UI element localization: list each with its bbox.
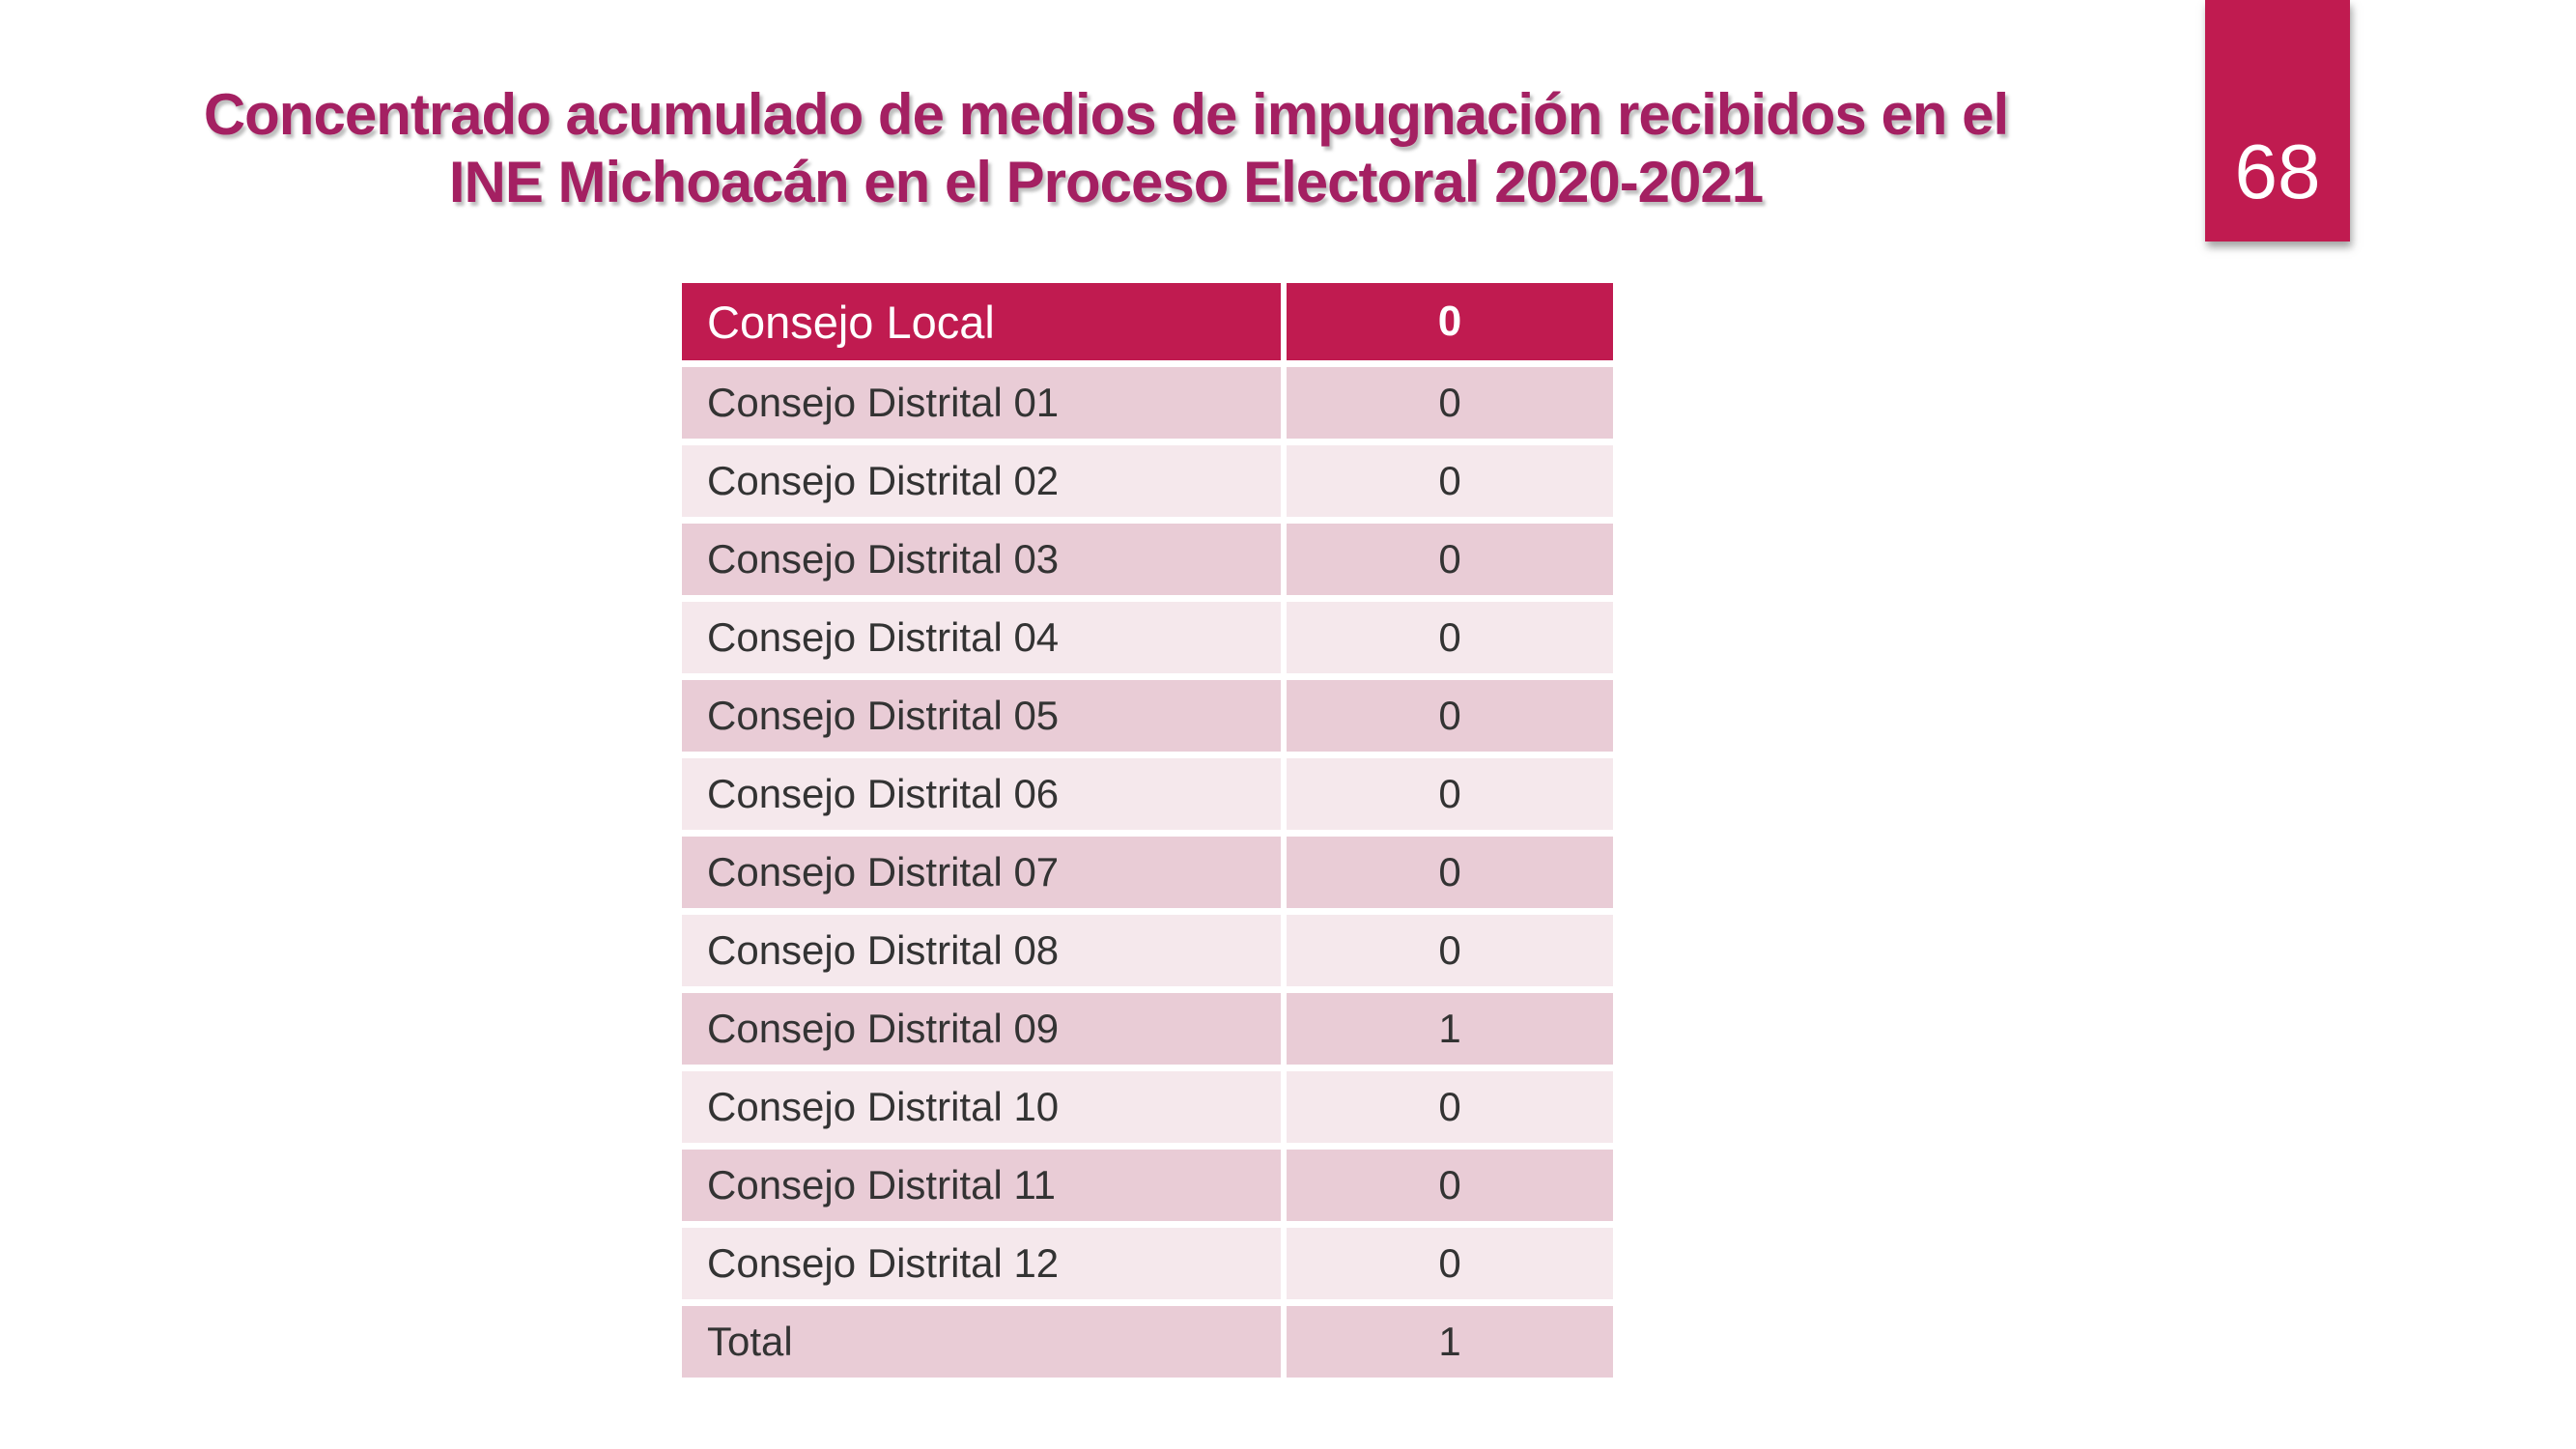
table-row-label: Consejo Distrital 01 <box>682 367 1281 439</box>
table-row-value: 0 <box>1287 1150 1613 1221</box>
table-total-label: Total <box>682 1306 1281 1378</box>
impugnaciones-table: Consejo Local 0 Consejo Distrital 01 0 C… <box>682 283 1613 1378</box>
table-row-label: Consejo Distrital 08 <box>682 915 1281 986</box>
page-title: Concentrado acumulado de medios de impug… <box>0 81 2212 216</box>
table-row-value: 0 <box>1287 367 1613 439</box>
table-total-value: 1 <box>1287 1306 1613 1378</box>
table-row-value: 0 <box>1287 758 1613 830</box>
table-row-label: Consejo Distrital 05 <box>682 680 1281 752</box>
table-row-label: Consejo Distrital 10 <box>682 1071 1281 1143</box>
table-row-label: Consejo Distrital 02 <box>682 445 1281 517</box>
table-row-label: Consejo Distrital 07 <box>682 837 1281 908</box>
page-number-badge: 68 <box>2205 0 2350 242</box>
table-row-value: 0 <box>1287 445 1613 517</box>
table-row-label: Consejo Distrital 06 <box>682 758 1281 830</box>
table-row-value: 0 <box>1287 680 1613 752</box>
page-title-line-2: INE Michoacán en el Proceso Electoral 20… <box>448 150 1764 214</box>
table-row-value: 0 <box>1287 837 1613 908</box>
header-value-cell: 0 <box>1287 283 1613 360</box>
table-row-value: 1 <box>1287 993 1613 1065</box>
page-title-line-1: Concentrado acumulado de medios de impug… <box>203 82 2009 147</box>
page-number: 68 <box>2234 128 2321 214</box>
table-row-label: Consejo Distrital 11 <box>682 1150 1281 1221</box>
table-row-value: 0 <box>1287 602 1613 673</box>
table-row-value: 0 <box>1287 1071 1613 1143</box>
table-row-label: Consejo Distrital 03 <box>682 524 1281 595</box>
table-row-value: 0 <box>1287 1228 1613 1299</box>
table-row-label: Consejo Distrital 12 <box>682 1228 1281 1299</box>
table-row-label: Consejo Distrital 09 <box>682 993 1281 1065</box>
table-row-label: Consejo Distrital 04 <box>682 602 1281 673</box>
header-label-cell: Consejo Local <box>682 283 1281 360</box>
table-row-value: 0 <box>1287 524 1613 595</box>
table-row-value: 0 <box>1287 915 1613 986</box>
